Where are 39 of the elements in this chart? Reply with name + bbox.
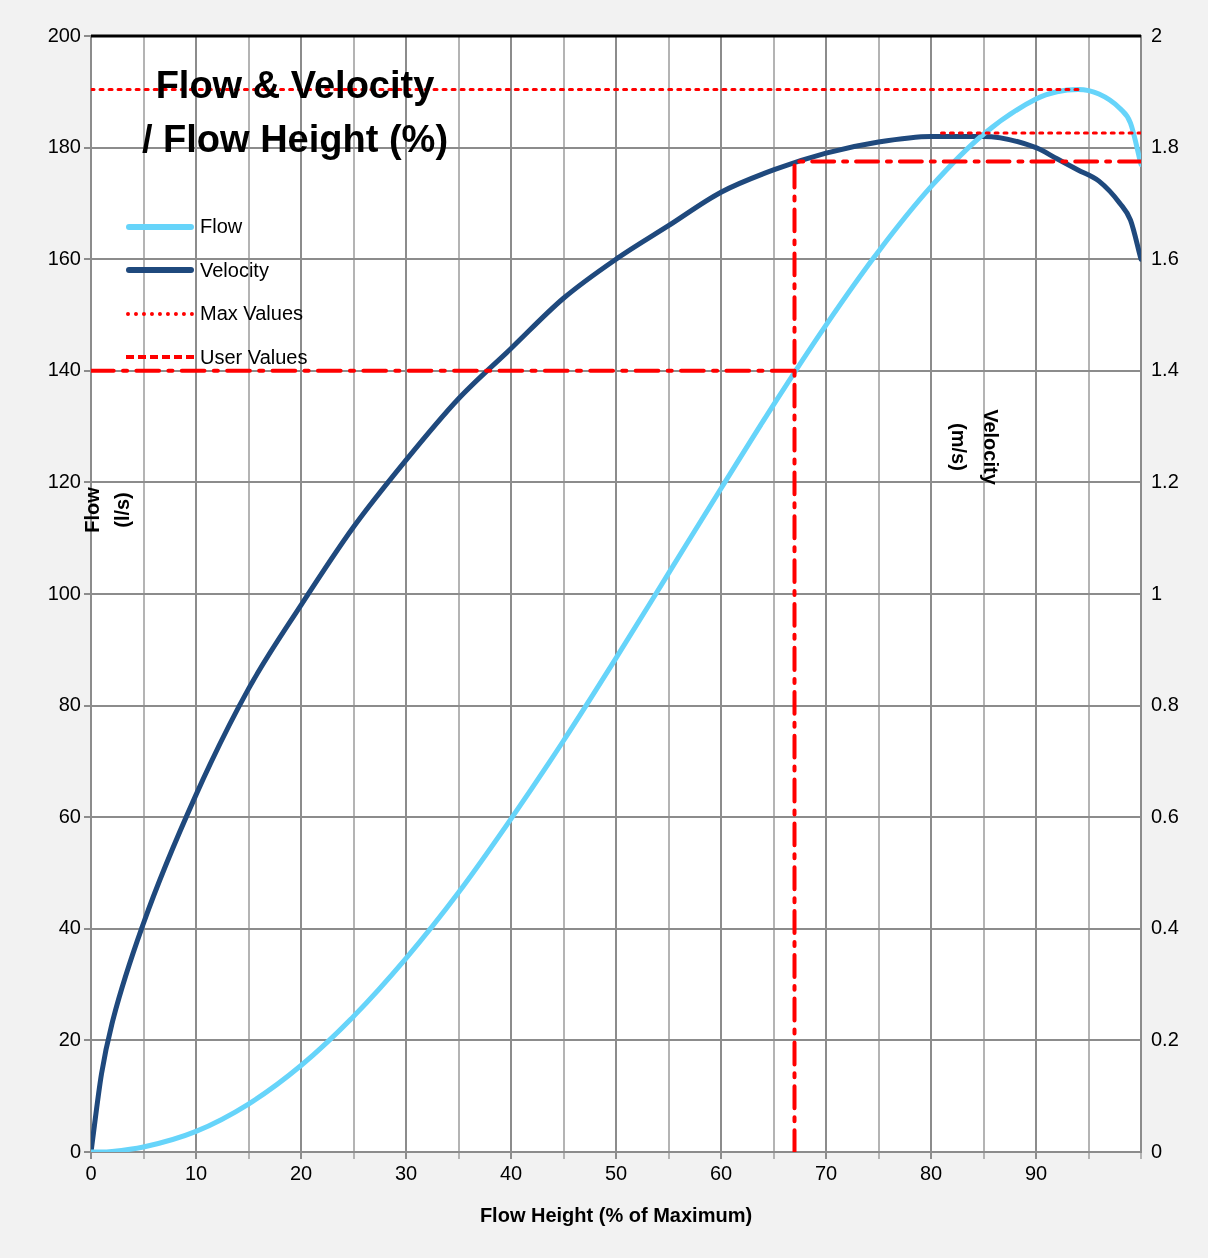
x-tick-label: 30 [394, 1161, 418, 1184]
y-tick-label: 100 [47, 581, 81, 604]
x-axis-title: Flow Height (% of Maximum) [478, 1204, 754, 1227]
x-tick-label: 50 [604, 1161, 628, 1184]
y2-tick-label: 1 [1151, 581, 1163, 604]
y-tick-label: 60 [58, 804, 81, 827]
legend-label: User Values [200, 345, 308, 369]
legend-label: Max Values [200, 302, 304, 326]
y2-tick-label: 0.6 [1151, 804, 1179, 827]
legend-label: Flow [200, 215, 243, 239]
y2-tick-label: 0.4 [1151, 916, 1179, 939]
y-tick-label: 40 [58, 916, 81, 939]
y2-tick-label: 1.2 [1151, 469, 1179, 492]
y2-tick-label: 1.4 [1151, 358, 1179, 381]
y-tick-label: 20 [58, 1027, 81, 1050]
y-tick-label: 140 [47, 358, 81, 381]
y2-tick-label: 1.8 [1151, 135, 1179, 158]
x-tick-label: 80 [919, 1161, 943, 1184]
y2-tick-label: 2 [1151, 23, 1163, 46]
y-tick-label: 80 [58, 693, 81, 716]
x-tick-label: 40 [499, 1161, 523, 1184]
x-tick-label: 20 [289, 1161, 313, 1184]
y2-tick-label: 0 [1151, 1139, 1163, 1162]
x-tick-label: 90 [1024, 1161, 1048, 1184]
y-tick-label: 180 [47, 135, 81, 158]
x-tick-label: 70 [814, 1161, 838, 1184]
x-tick-label: 0 [85, 1161, 97, 1184]
y-axis-title: Flow (l/s) [80, 486, 134, 535]
y-tick-label: 120 [47, 469, 81, 492]
x-tick-label: 10 [184, 1161, 208, 1184]
x-tick-label: 60 [709, 1161, 733, 1184]
y2-tick-label: 1.6 [1151, 246, 1179, 269]
y-tick-label: 160 [47, 246, 81, 269]
y-tick-label: 0 [69, 1139, 81, 1162]
y-tick-label: 200 [47, 23, 81, 46]
y2-axis-title: Velocity (m/s) [947, 408, 1003, 487]
y2-tick-label: 0.8 [1151, 693, 1179, 716]
y2-tick-label: 0.2 [1151, 1027, 1179, 1050]
legend-label: Velocity [200, 258, 269, 282]
